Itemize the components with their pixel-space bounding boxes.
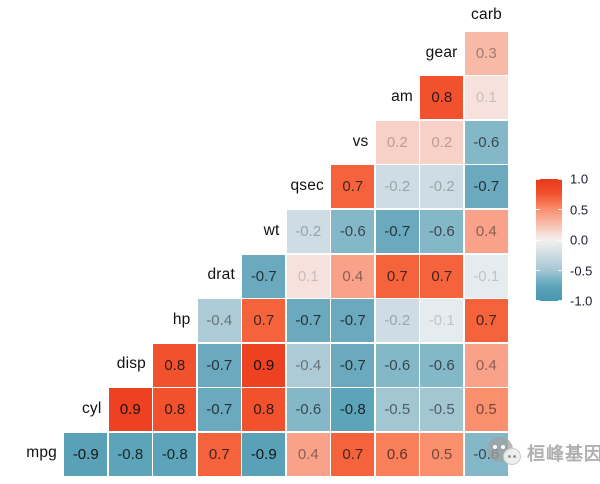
heatmap-cell-disp-vs: -0.7	[331, 343, 375, 387]
heatmap-cell-vs-gear: 0.2	[420, 120, 464, 164]
legend-gradient-bar	[536, 179, 562, 301]
chat-bubble-small-icon	[503, 448, 521, 465]
heatmap-cell-mpg-qsec: 0.4	[286, 432, 330, 476]
variable-label-hp: hp	[172, 310, 191, 328]
heatmap-cell-qsec-gear: -0.2	[420, 165, 464, 209]
heatmap-cell-cyl-hp: 0.8	[153, 388, 197, 432]
legend-tickmark	[558, 270, 562, 271]
heatmap-cell-vs-carb: -0.6	[464, 120, 508, 164]
variable-label-carb: carb	[471, 5, 502, 23]
variable-label-mpg: mpg	[26, 444, 57, 462]
heatmap-cell-cyl-carb: 0.5	[464, 388, 508, 432]
heatmap-cell-drat-qsec: 0.1	[286, 254, 330, 298]
heatmap-cell-cyl-gear: -0.5	[420, 388, 464, 432]
heatmap-cell-mpg-cyl: -0.9	[64, 432, 108, 476]
heatmap-cell-wt-am: -0.7	[375, 209, 419, 253]
legend-tick-label: -0.5	[570, 263, 593, 278]
variable-label-cyl: cyl	[81, 399, 102, 417]
heatmap-cell-wt-qsec: -0.2	[286, 209, 330, 253]
heatmap-cell-cyl-disp: 0.9	[108, 388, 152, 432]
legend-tickmark	[558, 239, 562, 241]
variable-label-drat: drat	[207, 266, 235, 284]
heatmap-cell-qsec-am: -0.2	[375, 165, 419, 209]
legend-tickmark	[536, 209, 540, 210]
heatmap-cell-drat-vs: 0.4	[331, 254, 375, 298]
heatmap-cell-disp-carb: 0.4	[464, 343, 508, 387]
watermark-text: 桓峰基因	[527, 444, 600, 464]
legend-tick-label: 0.0	[570, 232, 589, 248]
heatmap-cell-hp-drat: -0.4	[197, 299, 241, 343]
variable-label-am: am	[391, 88, 413, 106]
heatmap-cell-am-carb: 0.1	[464, 76, 508, 120]
heatmap-cell-wt-carb: 0.4	[464, 209, 508, 253]
heatmap-cell-vs-am: 0.2	[375, 120, 419, 164]
legend-tick-label: 0.5	[570, 202, 589, 217]
legend-tickmark	[536, 300, 540, 301]
heatmap-cell-hp-carb: 0.7	[464, 299, 508, 343]
legend-tickmark	[558, 300, 562, 301]
heatmap-cell-qsec-carb: -0.7	[464, 165, 508, 209]
heatmap-cell-mpg-wt: -0.9	[242, 432, 286, 476]
legend-tickmark	[536, 239, 540, 241]
heatmap-cell-cyl-wt: 0.8	[242, 388, 286, 432]
heatmap-cell-hp-vs: -0.7	[331, 299, 375, 343]
heatmap-cell-mpg-hp: -0.8	[153, 432, 197, 476]
legend-tick-label: -1.0	[570, 293, 593, 309]
heatmap-cell-am-gear: 0.8	[420, 76, 464, 120]
heatmap-cell-cyl-drat: -0.7	[197, 388, 241, 432]
heatmap-cell-mpg-disp: -0.8	[108, 432, 152, 476]
watermark: 桓峰基因	[487, 436, 600, 470]
variable-label-wt: wt	[263, 221, 280, 239]
heatmap-cell-disp-drat: -0.7	[197, 343, 241, 387]
heatmap-cell-cyl-qsec: -0.6	[286, 388, 330, 432]
heatmap-cell-mpg-vs: 0.7	[331, 432, 375, 476]
heatmap-cell-cyl-vs: -0.8	[331, 388, 375, 432]
heatmap-cell-gear-carb: 0.3	[464, 31, 508, 75]
legend-tickmark	[558, 179, 562, 180]
heatmap-cell-drat-gear: 0.7	[420, 254, 464, 298]
heatmap-cell-hp-wt: 0.7	[242, 299, 286, 343]
heatmap-cell-mpg-am: 0.6	[375, 432, 419, 476]
variable-label-qsec: qsec	[290, 177, 324, 195]
heatmap-cell-drat-am: 0.7	[375, 254, 419, 298]
heatmap-cell-hp-qsec: -0.7	[286, 299, 330, 343]
legend-tickmark	[536, 270, 540, 271]
heatmap-cell-disp-qsec: -0.4	[286, 343, 330, 387]
heatmap-cell-drat-wt: -0.7	[242, 254, 286, 298]
heatmap-cell-qsec-vs: 0.7	[331, 165, 375, 209]
legend-tickmark	[558, 209, 562, 210]
heatmap-cell-drat-carb: -0.1	[464, 254, 508, 298]
variable-label-disp: disp	[116, 355, 146, 373]
legend-tickmark	[536, 179, 540, 180]
heatmap-cell-mpg-drat: 0.7	[197, 432, 241, 476]
heatmap-cell-cyl-am: -0.5	[375, 388, 419, 432]
heatmap-cell-disp-wt: 0.9	[242, 343, 286, 387]
heatmap-cell-mpg-gear: 0.5	[420, 432, 464, 476]
heatmap-cell-wt-gear: -0.6	[420, 209, 464, 253]
heatmap-cell-wt-vs: -0.6	[331, 209, 375, 253]
heatmap-cell-disp-am: -0.6	[375, 343, 419, 387]
heatmap-cell-hp-am: -0.2	[375, 299, 419, 343]
heatmap-cell-disp-hp: 0.8	[153, 343, 197, 387]
variable-label-vs: vs	[352, 132, 369, 150]
heatmap-cell-hp-gear: -0.1	[420, 299, 464, 343]
legend-tick-label: 1.0	[570, 171, 589, 187]
variable-label-gear: gear	[425, 43, 458, 61]
heatmap-cell-disp-gear: -0.6	[420, 343, 464, 387]
